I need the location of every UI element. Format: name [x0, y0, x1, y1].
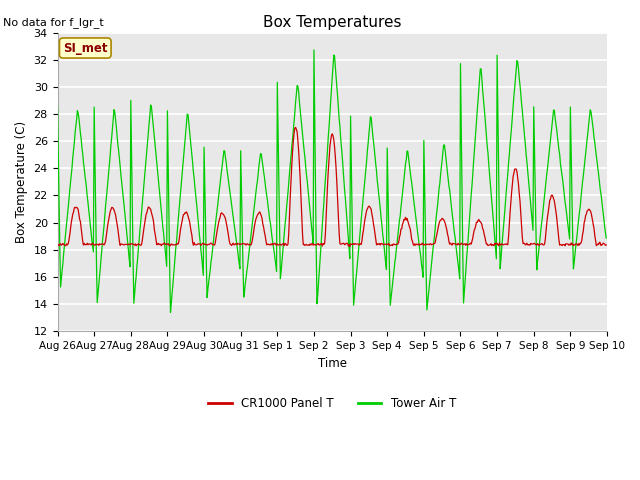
X-axis label: Time: Time — [318, 357, 347, 370]
Title: Box Temperatures: Box Temperatures — [263, 15, 401, 30]
Text: SI_met: SI_met — [63, 41, 108, 55]
Legend: CR1000 Panel T, Tower Air T: CR1000 Panel T, Tower Air T — [204, 393, 461, 415]
Text: No data for f_lgr_t: No data for f_lgr_t — [3, 17, 104, 28]
Y-axis label: Box Temperature (C): Box Temperature (C) — [15, 121, 28, 243]
